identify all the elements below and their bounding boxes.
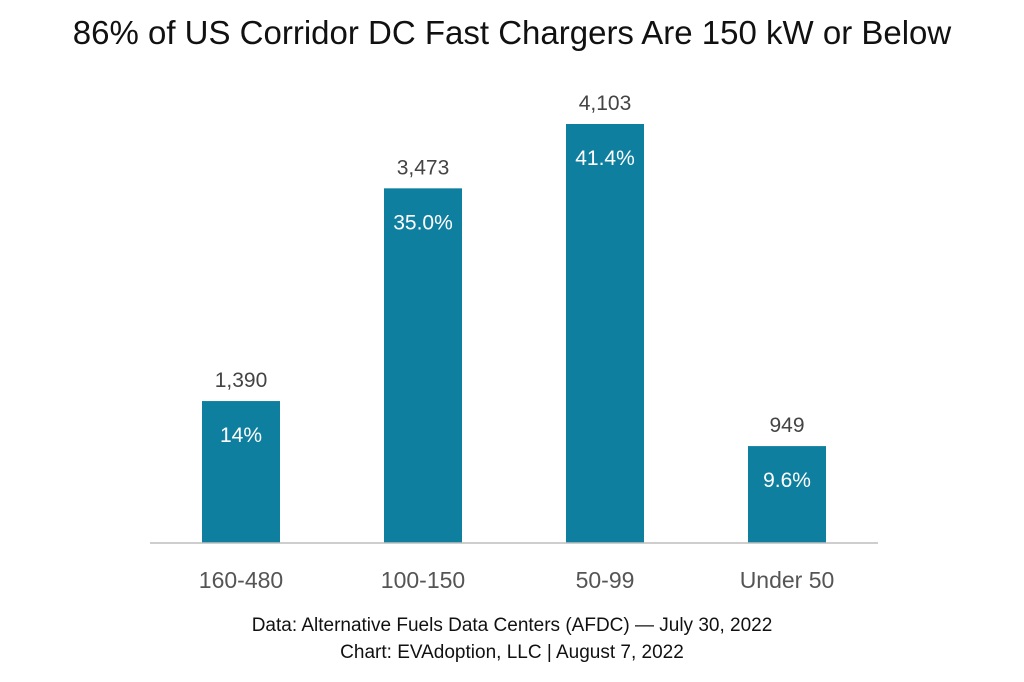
bar-percent-label: 41.4% bbox=[575, 147, 635, 170]
bar-percent-label: 35.0% bbox=[393, 211, 453, 234]
chart-title: 86% of US Corridor DC Fast Chargers Are … bbox=[72, 14, 952, 51]
bar bbox=[202, 401, 280, 543]
x-tick-label: Under 50 bbox=[740, 567, 835, 593]
bar-percent-label: 14% bbox=[220, 424, 262, 447]
x-tick-label: 100-150 bbox=[381, 567, 465, 593]
chart-credit-note: Chart: EVAdoption, LLC | August 7, 2022 bbox=[340, 642, 684, 663]
bar-value-label: 3,473 bbox=[397, 156, 450, 179]
bar bbox=[566, 124, 644, 543]
x-tick-label: 50-99 bbox=[576, 567, 635, 593]
data-source-note: Data: Alternative Fuels Data Centers (AF… bbox=[251, 615, 773, 636]
bar bbox=[384, 188, 462, 543]
bar-percent-label: 9.6% bbox=[763, 469, 811, 492]
labels-group: 1,390 14% 160-480 3,473 35.0% 100-150 4,103 41.… bbox=[199, 92, 835, 593]
bar-value-label: 949 bbox=[769, 414, 804, 437]
bar bbox=[748, 446, 826, 543]
bar-value-label: 4,103 bbox=[579, 92, 632, 115]
x-tick-label: 160-480 bbox=[199, 567, 283, 593]
bars-group bbox=[202, 124, 826, 543]
bar-value-label: 1,390 bbox=[215, 369, 268, 392]
